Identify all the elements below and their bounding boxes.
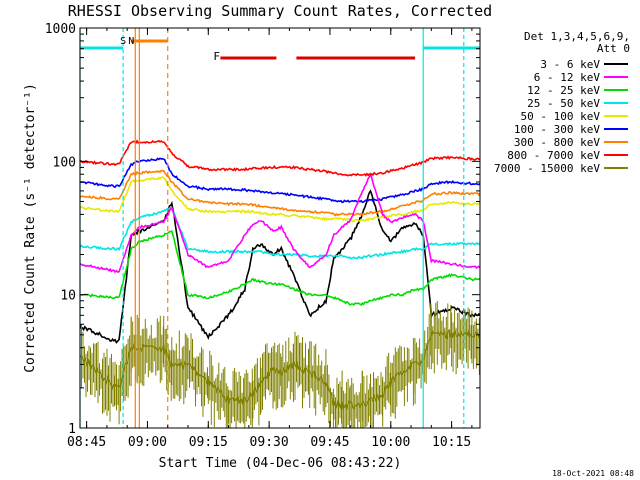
- y-axis-label: Corrected Count Rate (s⁻¹ detector⁻¹): [23, 83, 38, 373]
- legend-label-7: 300 - 800 keV: [514, 136, 600, 149]
- series-line-7: [80, 169, 480, 217]
- y-tick-label: 10: [60, 289, 76, 304]
- legend-label-6: 100 - 300 keV: [514, 123, 600, 136]
- legend-label-5: 50 - 100 keV: [521, 110, 601, 123]
- legend-header-line-2: Att 0: [597, 42, 630, 55]
- series-line-1: [80, 189, 480, 344]
- x-tick-label: 09:45: [310, 435, 349, 450]
- y-tick-label: 1: [68, 422, 76, 437]
- flag-label-2: N: [128, 36, 134, 47]
- plot-frame: [79, 27, 481, 429]
- x-tick-label: 09:15: [189, 435, 228, 450]
- x-axis-ticks: 08:45 09:00 09:15 09:30 09:45 10:00 10:15: [67, 28, 473, 450]
- legend-header-line-1: Det 1,3,4,5,6,9,: [524, 30, 630, 43]
- y-axis-ticks: 1 10 100 1000: [45, 22, 480, 437]
- legend-label-2: 6 - 12 keV: [534, 71, 601, 84]
- x-tick-label: 09:30: [250, 435, 289, 450]
- series-line-3: [80, 229, 480, 306]
- y-tick-label: 1000: [45, 22, 76, 37]
- legend-label-4: 25 - 50 keV: [527, 97, 600, 110]
- series-line-4: [80, 206, 480, 260]
- legend-label-9: 7000 - 15000 keV: [494, 162, 600, 175]
- x-tick-label: 10:00: [371, 435, 410, 450]
- y-tick-label: 100: [53, 155, 76, 170]
- series-line-5: [80, 176, 480, 223]
- footer-timestamp: 18-Oct-2021 08:48: [552, 469, 634, 478]
- x-tick-label: 08:45: [67, 435, 106, 450]
- legend-label-8: 800 - 7000 keV: [507, 149, 600, 162]
- series-line-2: [80, 172, 480, 274]
- shade-layer: [80, 301, 480, 428]
- x-tick-label: 09:00: [128, 435, 167, 450]
- x-axis-label: Start Time (04-Dec-06 08:43:22): [159, 456, 402, 471]
- flag-label-3: F: [213, 50, 220, 63]
- series-line-8: [80, 139, 480, 177]
- legend-label-3: 12 - 25 keV: [527, 84, 600, 97]
- x-tick-label: 10:15: [432, 435, 471, 450]
- legend-label-1: 3 - 6 keV: [540, 58, 600, 71]
- chart-title: RHESSI Observing Summary Count Rates, Co…: [68, 2, 492, 20]
- series-line-6: [80, 157, 480, 204]
- series-layer: [80, 139, 480, 411]
- flag-label-1: S: [120, 36, 126, 47]
